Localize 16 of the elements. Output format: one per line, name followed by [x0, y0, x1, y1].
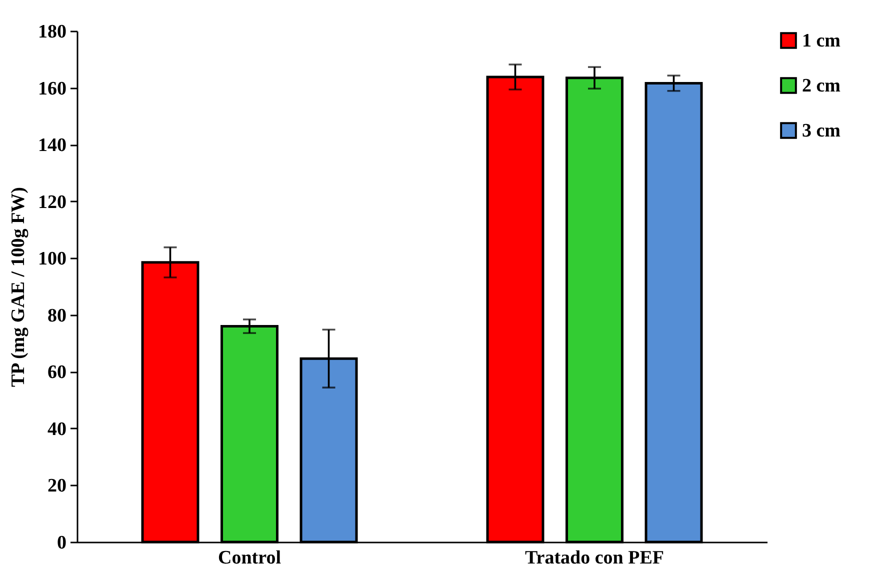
y-tick-label: 160 [38, 78, 66, 100]
y-tick-label: 60 [48, 362, 66, 384]
y-tick-label: 40 [48, 418, 66, 440]
x-tick-label: Tratado con PEF [525, 548, 664, 568]
x-tick-label: Control [218, 548, 281, 568]
y-axis-title: TP (mg GAE / 100g FW) [8, 186, 29, 388]
legend-label: 3 cm [802, 120, 841, 142]
y-tick-label: 100 [38, 248, 66, 270]
legend-label: 1 cm [802, 30, 841, 52]
y-tick-label: 120 [38, 192, 66, 213]
y-tick-label: 80 [48, 305, 66, 326]
y-tick-label: 140 [38, 135, 66, 156]
legend-label: 2 cm [802, 76, 841, 96]
y-tick-label: 180 [38, 22, 66, 42]
y-tick-label: 20 [48, 476, 66, 497]
y-tick-label: 0 [57, 532, 66, 554]
